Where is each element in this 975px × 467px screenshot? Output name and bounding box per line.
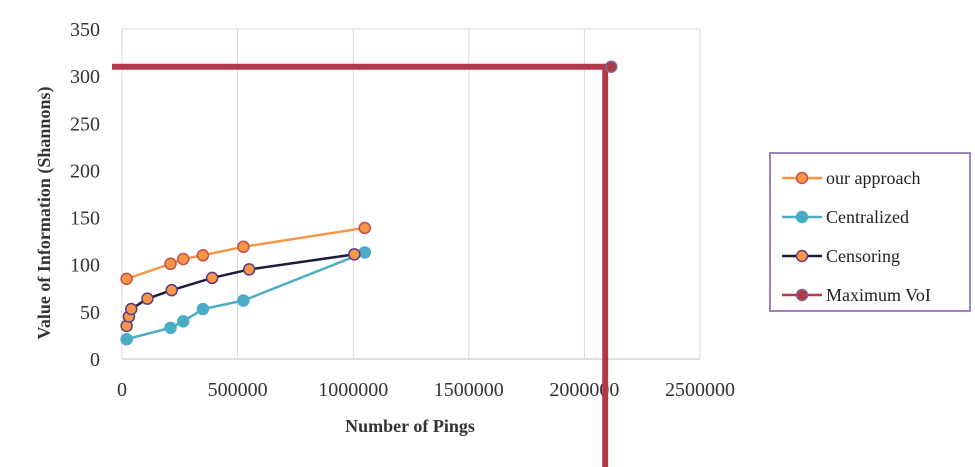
series-line: [126, 226, 365, 281]
grid: [121, 28, 701, 359]
data-point: [120, 332, 133, 346]
data-point: [124, 302, 138, 316]
y-tick-label: 250: [70, 113, 100, 135]
data-point: [120, 272, 133, 286]
legend-label: Centralized: [826, 207, 909, 227]
legend-marker: [795, 288, 809, 302]
y-tick-label: 350: [70, 19, 100, 41]
x-tick-label: 1500000: [434, 379, 504, 401]
x-tick-label: 0: [117, 379, 127, 401]
series-line: [126, 251, 366, 341]
data-point: [196, 302, 210, 316]
data-point: [164, 321, 177, 335]
data-point: [141, 292, 154, 305]
legend-label: Maximum VoI: [826, 285, 931, 305]
axes: 0 500000 1000000 1500000 2000000 2500000 0 50 10…: [70, 19, 735, 401]
max-voi-point: [604, 60, 618, 73]
legend-label: our approach: [826, 168, 920, 188]
data-point: [205, 271, 219, 285]
x-axis-title: Number of Pings: [345, 416, 475, 436]
data-point: [177, 252, 190, 266]
x-tick-label: 1000000: [318, 379, 388, 401]
y-tick-label: 200: [70, 160, 100, 182]
data-point: [237, 294, 250, 307]
y-tick-label: 150: [70, 208, 100, 230]
data-point: [165, 283, 178, 297]
series-line: [125, 253, 355, 327]
series-centralized: [120, 246, 372, 346]
series-maximum-voi: [112, 60, 618, 467]
data-point: [348, 248, 361, 261]
x-tick-label: 2000000: [549, 379, 619, 401]
data-point: [358, 246, 372, 259]
legend-marker: [795, 249, 809, 263]
y-tick-label: 0: [90, 349, 100, 371]
series-layer: [112, 60, 618, 467]
y-tick-label: 100: [70, 255, 100, 277]
data-point: [164, 257, 177, 271]
legend-marker: [795, 171, 809, 185]
y-tick-label: 50: [80, 302, 100, 324]
data-point: [242, 263, 256, 276]
data-point: [358, 221, 372, 235]
series-censoring: [120, 248, 361, 333]
x-tick-label: 500000: [208, 379, 268, 401]
y-tick-label: 300: [70, 66, 100, 88]
series-our-approach: [120, 221, 372, 286]
data-point: [237, 240, 250, 254]
legend-marker: [795, 210, 809, 224]
data-point: [177, 315, 190, 328]
x-tick-label: 2500000: [665, 379, 735, 401]
legend: our approach Centralized Censoring Maximum …: [769, 152, 971, 312]
data-point: [196, 249, 210, 262]
legend-label: Censoring: [826, 246, 900, 266]
y-axis-title: Value of Information (Shannons): [34, 87, 55, 340]
